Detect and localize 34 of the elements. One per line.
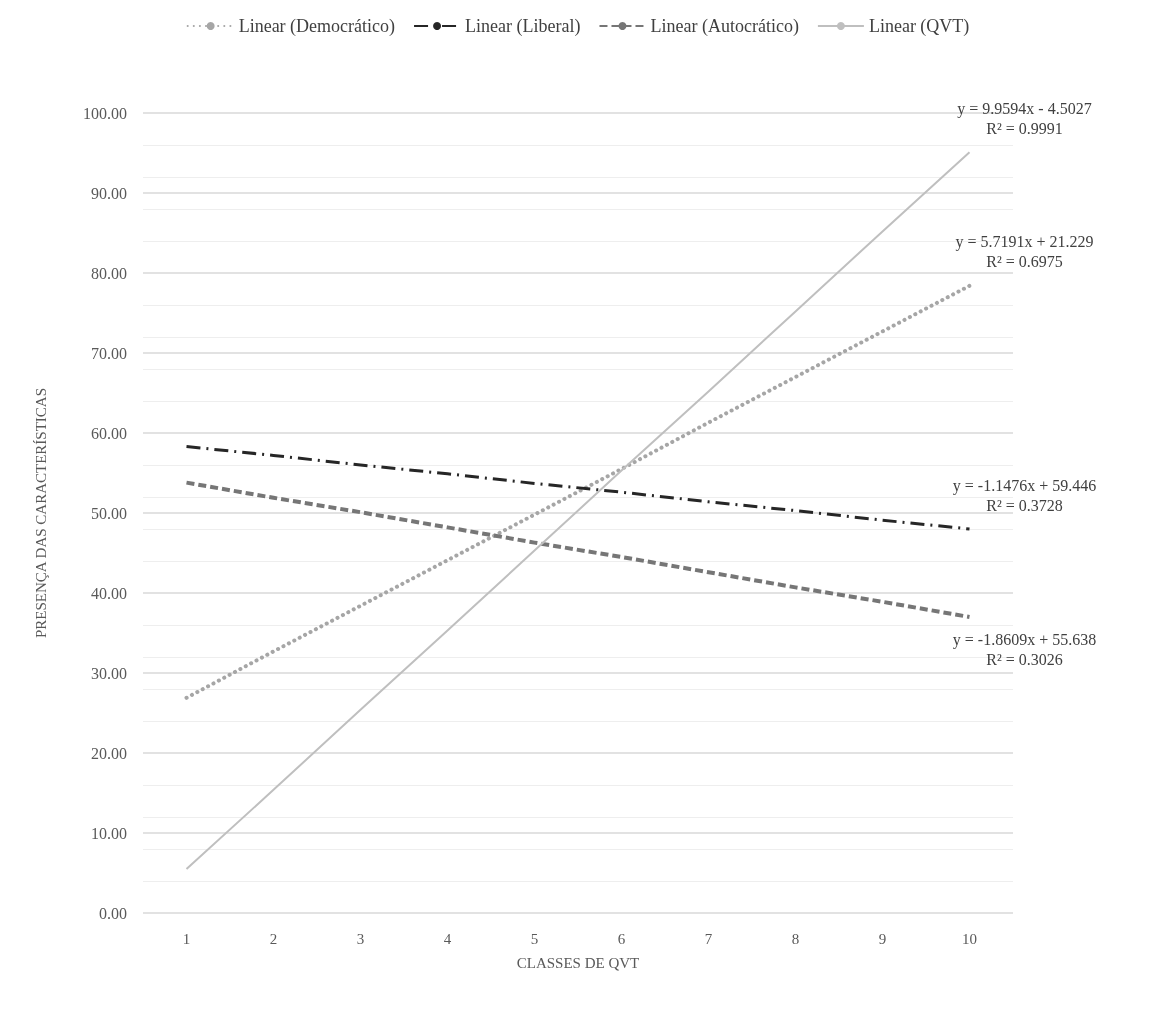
x-tick-label: 4 xyxy=(443,930,452,947)
y-tick-label: 100.00 xyxy=(83,104,127,122)
x-tick-label: 9 xyxy=(878,930,887,947)
annotation: y = 5.7191x + 21.229 R² = 0.6975 xyxy=(955,233,1094,271)
y-tick-label: 10.00 xyxy=(91,824,127,842)
y-tick-label: 80.00 xyxy=(91,264,127,282)
x-axis-title: CLASSES DE QVT xyxy=(516,954,640,971)
line-series xyxy=(184,283,972,700)
x-tick-label: 10 xyxy=(962,930,977,947)
y-axis-title: PRESENÇA DAS CARACTERÍSTICAS xyxy=(32,387,49,639)
y-tick-label: 50.00 xyxy=(91,504,127,522)
legend-label: Linear (Autocrático) xyxy=(650,16,799,37)
legend-label: Linear (QVT) xyxy=(868,16,970,37)
annotation: y = -1.1476x + 59.446 R² = 0.3728 xyxy=(952,476,1097,514)
legend-label: Linear (Liberal) xyxy=(465,16,581,37)
y-tick-label: 20.00 xyxy=(91,744,127,762)
y-tick-label: 60.00 xyxy=(91,424,127,442)
y-tick-label: 30.00 xyxy=(91,664,127,682)
x-tick-label: 3 xyxy=(356,930,365,947)
x-tick-label: 8 xyxy=(791,930,800,947)
annotation: y = 9.9594x - 4.5027 R² = 0.9991 xyxy=(957,99,1092,137)
x-tick-label: 2 xyxy=(269,930,278,947)
x-tick-label: 5 xyxy=(530,930,539,947)
line-series xyxy=(184,480,972,619)
legend-label: Linear (Democrático) xyxy=(238,16,396,37)
x-tick-label: 7 xyxy=(704,930,713,947)
y-tick-label: 0.00 xyxy=(99,904,127,922)
y-tick-label: 70.00 xyxy=(91,344,127,362)
x-tick-label: 1 xyxy=(182,930,191,947)
annotation: y = -1.8609x + 55.638 R² = 0.3026 xyxy=(952,630,1097,668)
y-tick-label: 40.00 xyxy=(91,584,127,602)
y-tick-label: 90.00 xyxy=(91,184,127,202)
line-series xyxy=(185,445,971,531)
x-tick-label: 6 xyxy=(617,930,626,947)
